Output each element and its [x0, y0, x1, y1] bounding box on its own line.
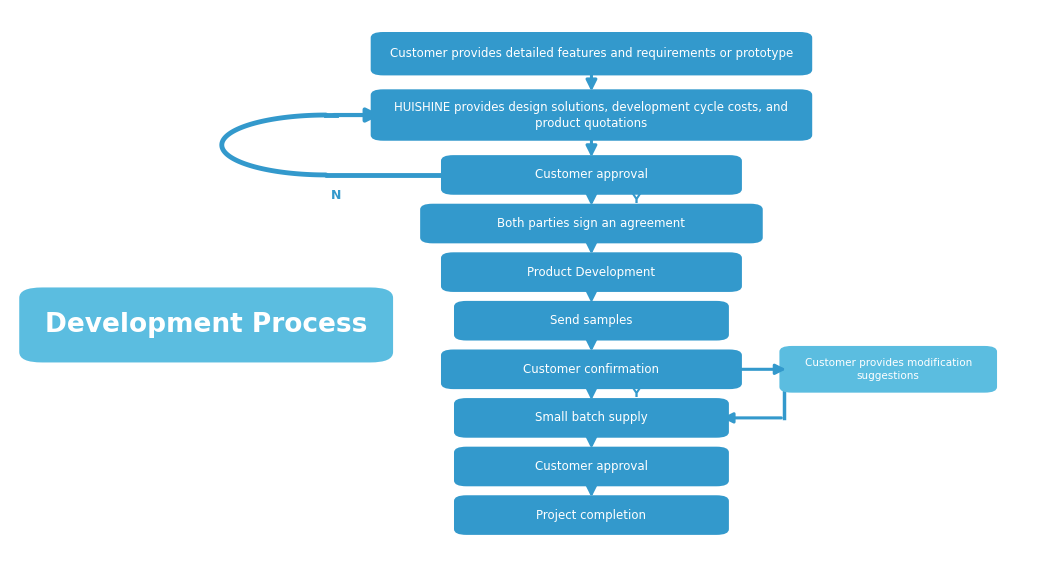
Text: Y: Y: [631, 193, 640, 206]
Text: Customer confirmation: Customer confirmation: [523, 363, 660, 376]
Text: Both parties sign an agreement: Both parties sign an agreement: [498, 217, 685, 230]
FancyBboxPatch shape: [441, 155, 742, 195]
FancyBboxPatch shape: [454, 447, 729, 486]
Text: N: N: [698, 398, 708, 411]
Text: Product Development: Product Development: [527, 266, 656, 279]
Text: Development Process: Development Process: [44, 312, 367, 338]
Text: Send samples: Send samples: [551, 314, 632, 327]
FancyBboxPatch shape: [371, 32, 812, 75]
FancyBboxPatch shape: [454, 496, 729, 535]
FancyBboxPatch shape: [371, 89, 812, 141]
Text: N: N: [331, 189, 341, 202]
FancyBboxPatch shape: [441, 350, 742, 389]
Text: Project completion: Project completion: [537, 508, 646, 521]
FancyBboxPatch shape: [420, 204, 762, 244]
Text: Customer provides modification
suggestions: Customer provides modification suggestio…: [805, 358, 972, 380]
FancyBboxPatch shape: [441, 253, 742, 292]
FancyBboxPatch shape: [19, 288, 393, 363]
FancyBboxPatch shape: [454, 398, 729, 438]
FancyBboxPatch shape: [779, 346, 997, 393]
Text: Customer provides detailed features and requirements or prototype: Customer provides detailed features and …: [390, 47, 793, 60]
Text: N: N: [718, 350, 729, 363]
Text: Y: Y: [631, 387, 640, 400]
Text: Customer approval: Customer approval: [535, 460, 648, 473]
Text: Customer approval: Customer approval: [535, 168, 648, 181]
Text: Small batch supply: Small batch supply: [535, 411, 648, 424]
Text: HUISHINE provides design solutions, development cycle costs, and
product quotati: HUISHINE provides design solutions, deve…: [394, 101, 789, 129]
FancyBboxPatch shape: [454, 301, 729, 341]
